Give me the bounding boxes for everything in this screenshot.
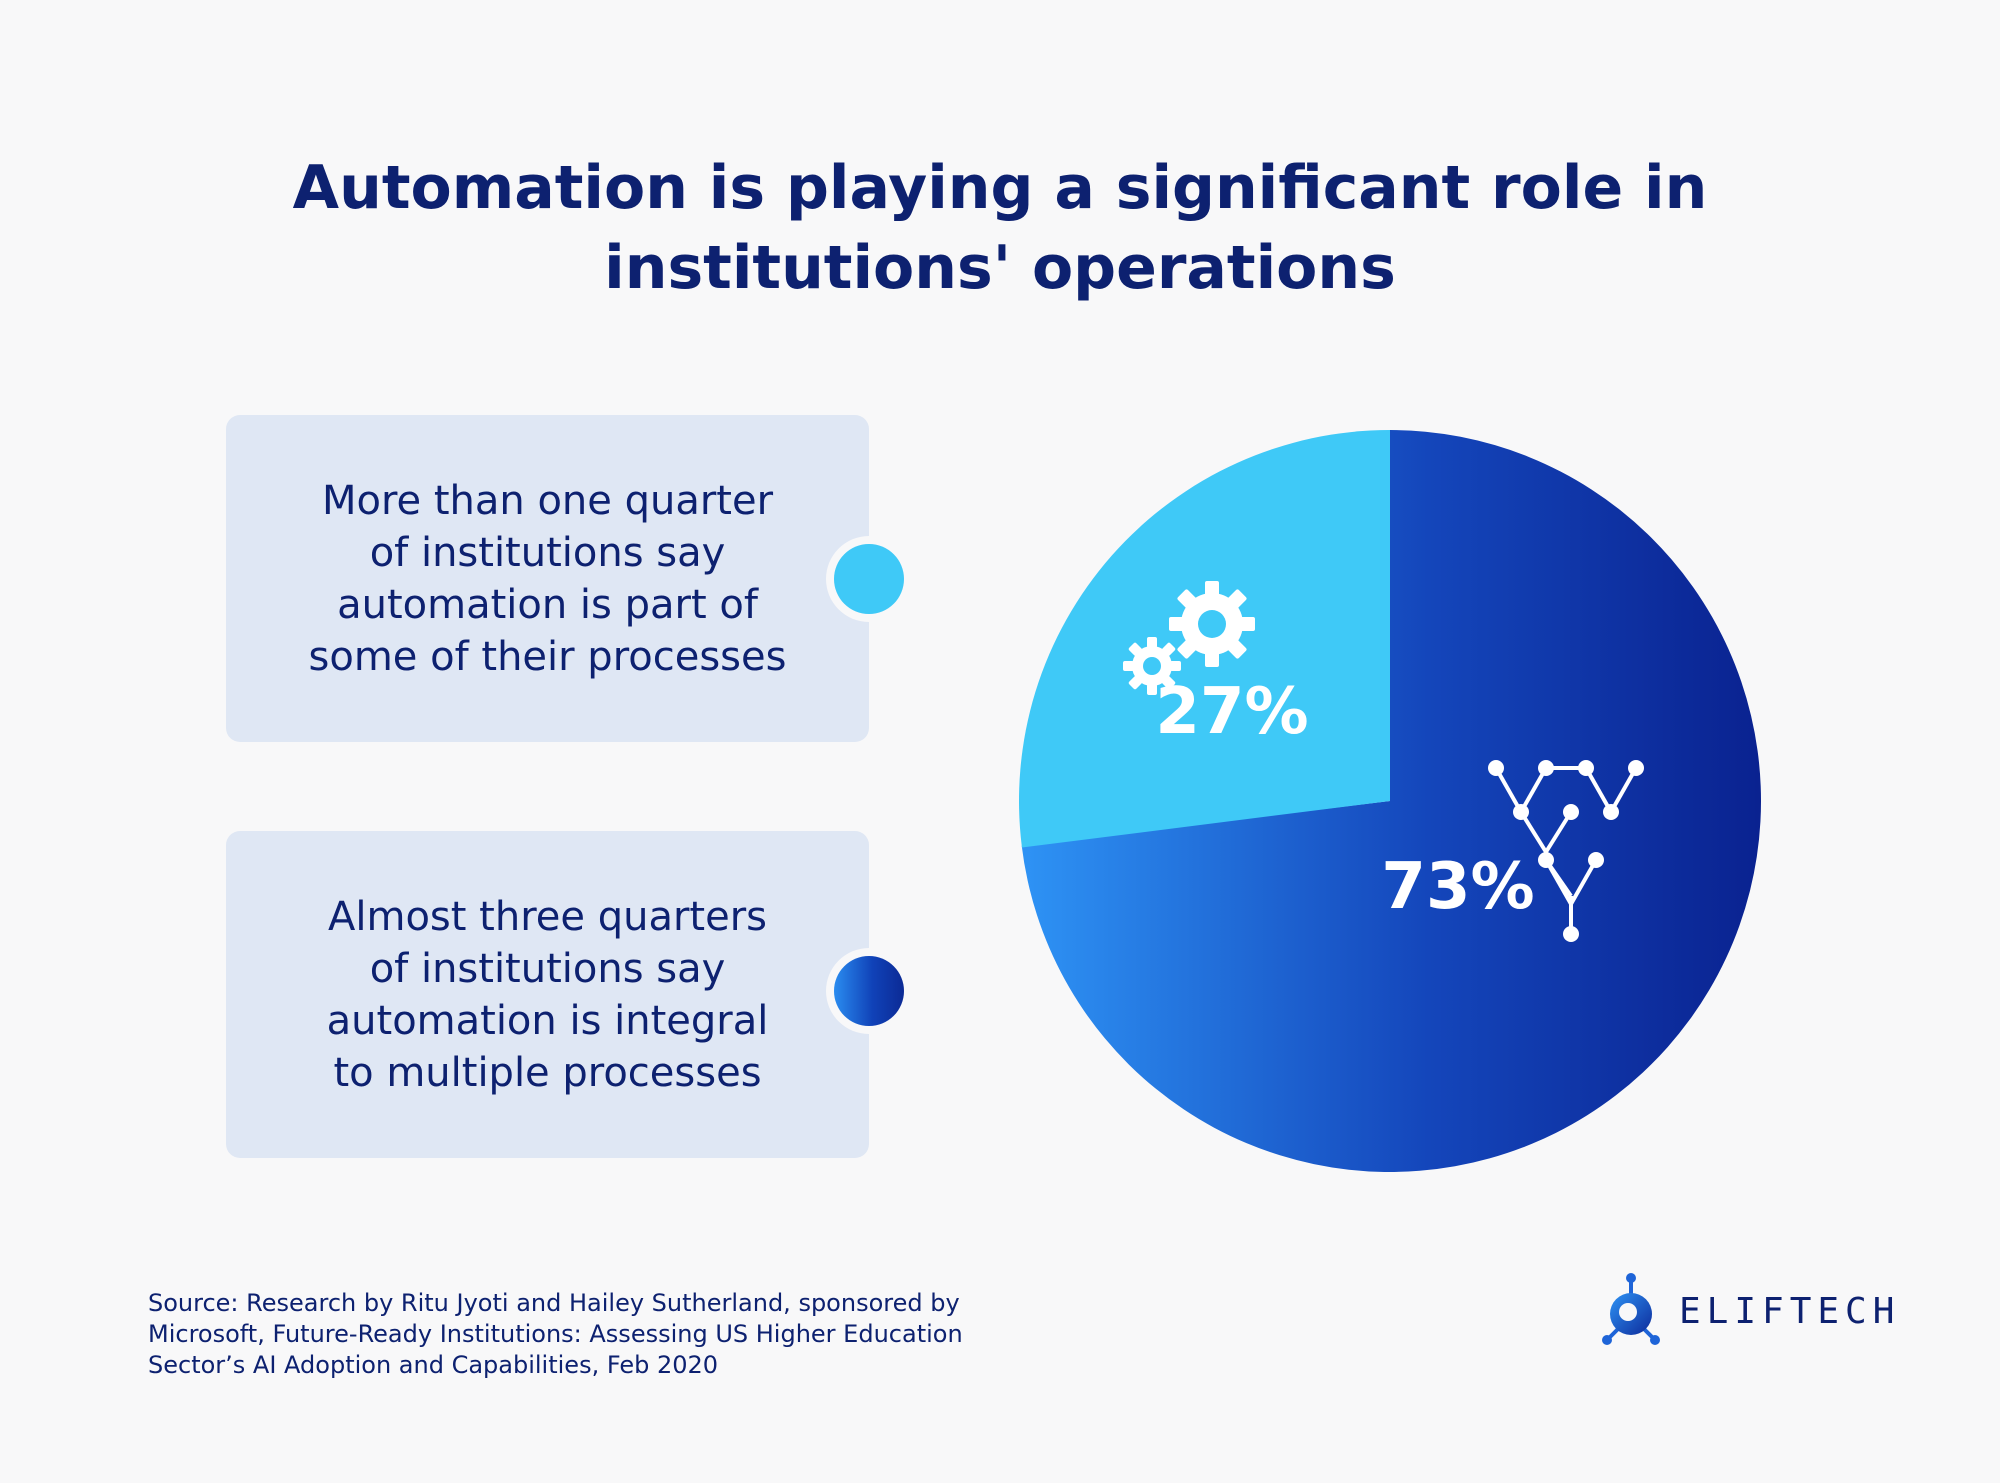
legend-card-27-text: More than one quarter of institutions sa…	[246, 475, 849, 683]
legend-card-27: More than one quarter of institutions sa…	[226, 415, 869, 742]
page-title: Automation is playing a significant role…	[0, 148, 2000, 308]
gears-icon	[1123, 581, 1255, 695]
card-2-line-3: automation is integral	[326, 997, 769, 1044]
source-line-3: Sector’s AI Adoption and Capabilities, F…	[148, 1351, 719, 1379]
pie-slice-73	[1021, 430, 1762, 1172]
eliftech-logo-text: ELIFTECH	[1679, 1291, 1901, 1332]
network-tree-icon	[1488, 760, 1644, 942]
card-1-line-3: automation is part of	[337, 581, 758, 628]
legend-marker-dark-blue	[826, 948, 912, 1034]
card-1-line-4: some of their processes	[308, 633, 787, 680]
card-1-line-2: of institutions say	[369, 529, 726, 576]
title-line-1: Automation is playing a significant role…	[292, 153, 1708, 223]
card-2-line-1: Almost three quarters	[328, 893, 767, 940]
card-2-line-2: of institutions say	[369, 945, 726, 992]
pie-label-73: 73%	[1381, 850, 1534, 924]
eliftech-logo: ELIFTECH	[1595, 1272, 1894, 1352]
card-2-line-4: to multiple processes	[333, 1049, 762, 1096]
title-line-2: institutions' operations	[604, 233, 1396, 303]
card-1-line-1: More than one quarter	[321, 477, 774, 524]
source-line-1: Source: Research by Ritu Jyoti and Haile…	[148, 1289, 960, 1317]
pie-label-27: 27%	[1155, 675, 1308, 749]
legend-marker-light-blue	[826, 536, 912, 622]
legend-card-73-text: Almost three quarters of institutions sa…	[246, 891, 849, 1099]
source-line-2: Microsoft, Future-Ready Institutions: As…	[148, 1320, 963, 1348]
eliftech-logo-icon	[1602, 1273, 1660, 1345]
legend-card-73: Almost three quarters of institutions sa…	[226, 831, 869, 1158]
source-citation: Source: Research by Ritu Jyoti and Haile…	[148, 1288, 1148, 1381]
pie-chart: 27% 73%	[1019, 430, 1762, 1172]
